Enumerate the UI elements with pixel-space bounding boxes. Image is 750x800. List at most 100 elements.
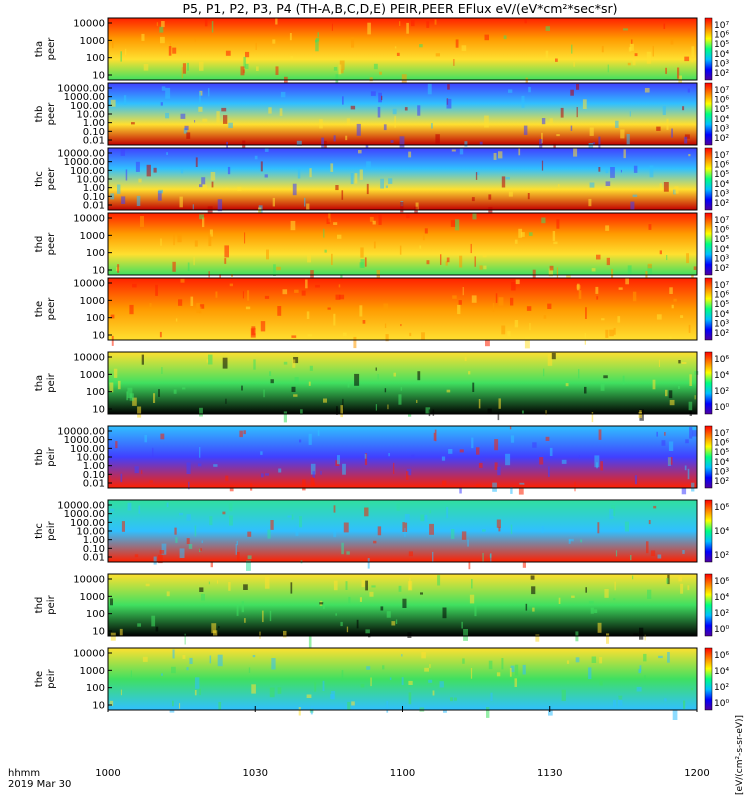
texture-mark bbox=[277, 306, 282, 316]
texture-mark bbox=[228, 122, 233, 129]
colorbar bbox=[704, 277, 713, 341]
texture-mark bbox=[199, 447, 201, 458]
colorbar bbox=[704, 425, 713, 489]
texture-mark bbox=[236, 604, 239, 616]
colorbar-tick-label: 10⁴ bbox=[714, 458, 729, 468]
texture-mark bbox=[437, 575, 441, 586]
texture-mark bbox=[568, 538, 574, 542]
texture-mark bbox=[292, 183, 297, 196]
y-tick-label: 10 bbox=[92, 71, 105, 82]
texture-mark bbox=[687, 468, 690, 480]
texture-mark bbox=[149, 303, 152, 308]
texture-mark bbox=[210, 561, 213, 568]
texture-mark bbox=[131, 122, 135, 125]
y-tick-label: 10 bbox=[92, 331, 105, 342]
texture-mark bbox=[402, 598, 407, 608]
texture-mark bbox=[529, 322, 531, 331]
texture-mark bbox=[277, 687, 282, 694]
date-label: 2019 Mar 30 bbox=[8, 779, 71, 790]
texture-mark bbox=[615, 120, 619, 128]
texture-mark bbox=[613, 598, 616, 601]
texture-mark bbox=[180, 113, 186, 119]
texture-mark bbox=[432, 551, 434, 563]
texture-mark bbox=[614, 581, 616, 591]
texture-mark bbox=[360, 683, 365, 688]
texture-mark bbox=[229, 485, 234, 492]
texture-mark bbox=[398, 394, 402, 405]
texture-mark bbox=[490, 528, 494, 531]
y-tick-label: 0.01 bbox=[83, 479, 105, 490]
y-tick-label: 10.00 bbox=[76, 175, 105, 186]
colorbar-tick-label: 10² bbox=[714, 551, 729, 561]
spectrogram-fill bbox=[108, 83, 697, 145]
texture-mark bbox=[229, 515, 233, 526]
texture-mark bbox=[398, 585, 402, 592]
texture-mark bbox=[525, 77, 528, 86]
texture-mark bbox=[224, 245, 229, 258]
texture-mark bbox=[340, 69, 344, 74]
texture-mark bbox=[514, 239, 518, 244]
texture-mark bbox=[338, 64, 342, 75]
texture-mark bbox=[300, 409, 303, 415]
texture-mark bbox=[647, 263, 652, 269]
texture-mark bbox=[633, 633, 639, 636]
y-axis-label-instrument: peir bbox=[46, 446, 57, 466]
texture-mark bbox=[322, 680, 325, 691]
texture-mark bbox=[348, 596, 351, 604]
texture-mark bbox=[335, 74, 339, 84]
texture-mark bbox=[182, 387, 186, 390]
texture-mark bbox=[380, 178, 384, 189]
texture-mark bbox=[459, 255, 463, 268]
texture-mark bbox=[582, 99, 587, 109]
texture-mark bbox=[175, 537, 178, 543]
texture-mark bbox=[524, 18, 527, 24]
panel-frame bbox=[107, 17, 698, 81]
texture-mark bbox=[202, 184, 208, 189]
texture-mark bbox=[596, 296, 599, 300]
colorbar-tick-label: 10² bbox=[714, 609, 729, 619]
texture-mark bbox=[426, 21, 430, 28]
texture-mark bbox=[406, 468, 412, 476]
texture-mark bbox=[518, 228, 523, 238]
texture-mark bbox=[472, 213, 477, 220]
texture-mark bbox=[346, 626, 349, 633]
texture-mark bbox=[424, 514, 428, 522]
texture-mark bbox=[447, 84, 450, 90]
texture-mark bbox=[601, 45, 604, 53]
texture-mark bbox=[365, 629, 370, 634]
texture-mark bbox=[648, 520, 651, 525]
colorbar-tick-label: 10³ bbox=[714, 189, 729, 199]
texture-mark bbox=[278, 468, 282, 473]
texture-mark bbox=[570, 125, 573, 131]
colorbar bbox=[704, 212, 713, 276]
texture-mark bbox=[609, 329, 614, 337]
texture-mark bbox=[229, 283, 233, 287]
texture-mark bbox=[275, 18, 278, 25]
texture-mark bbox=[280, 91, 286, 98]
texture-mark bbox=[689, 374, 692, 386]
texture-mark bbox=[652, 379, 656, 390]
y-tick-label: 1000.00 bbox=[64, 435, 105, 446]
texture-mark bbox=[462, 658, 465, 664]
texture-mark bbox=[507, 331, 511, 337]
texture-mark bbox=[689, 427, 693, 439]
texture-mark bbox=[607, 64, 609, 73]
texture-mark bbox=[493, 153, 497, 160]
texture-mark bbox=[159, 550, 165, 554]
texture-mark bbox=[323, 398, 327, 403]
texture-mark bbox=[541, 118, 546, 125]
texture-mark bbox=[179, 548, 185, 558]
texture-mark bbox=[646, 51, 652, 64]
texture-mark bbox=[252, 655, 256, 658]
texture-mark bbox=[600, 461, 603, 471]
texture-mark bbox=[247, 290, 250, 301]
texture-mark bbox=[307, 334, 312, 337]
y-tick-label: 0.10 bbox=[83, 127, 105, 138]
texture-mark bbox=[656, 431, 658, 437]
texture-mark bbox=[199, 548, 202, 551]
texture-mark bbox=[619, 526, 624, 532]
texture-mark bbox=[479, 141, 483, 145]
texture-mark bbox=[251, 326, 256, 336]
texture-mark bbox=[501, 176, 506, 188]
